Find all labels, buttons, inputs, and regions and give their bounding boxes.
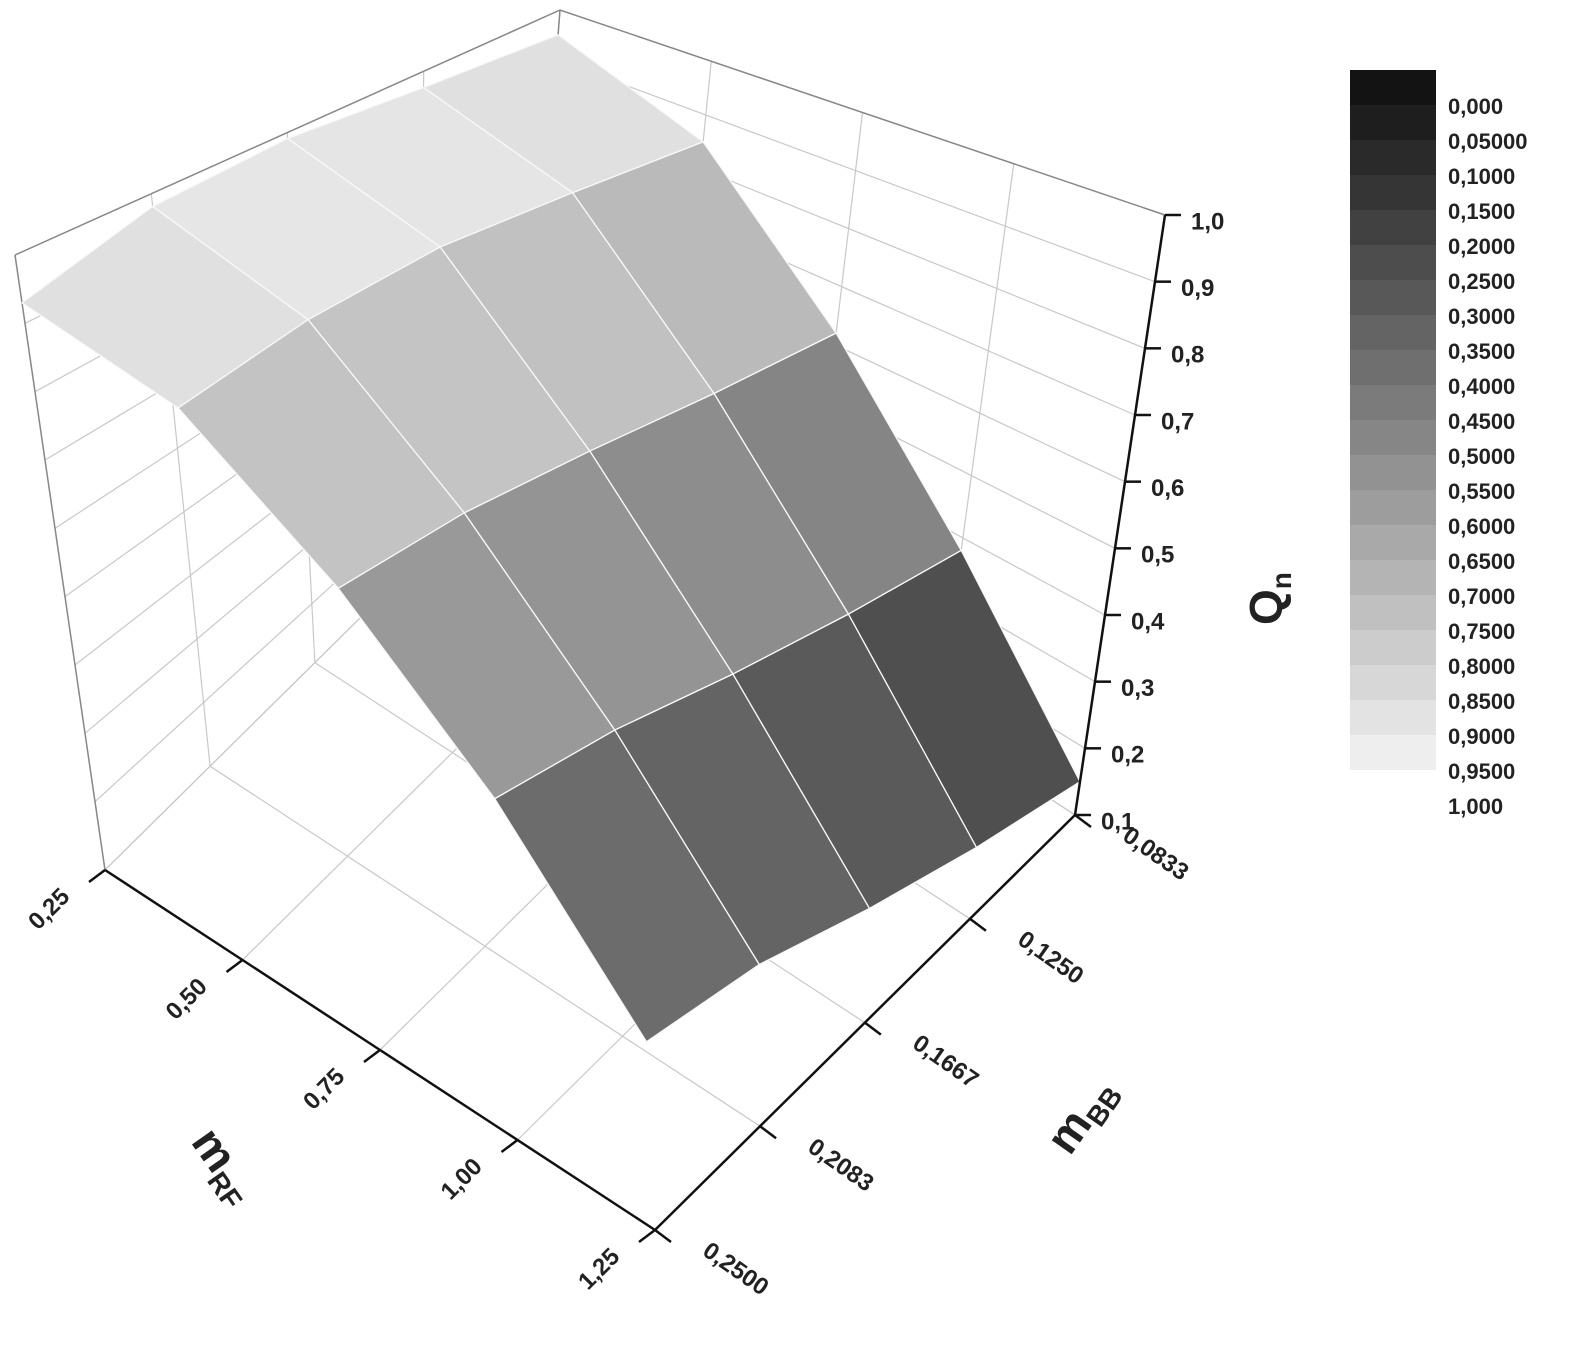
legend-label: 0,7500 bbox=[1448, 619, 1515, 644]
legend-band bbox=[1350, 665, 1436, 700]
legend-band bbox=[1350, 735, 1436, 770]
legend-band bbox=[1350, 560, 1436, 595]
z-tick-label: 1,0 bbox=[1191, 208, 1224, 235]
legend-band bbox=[1350, 595, 1436, 630]
legend-band bbox=[1350, 420, 1436, 455]
legend-label: 0,8000 bbox=[1448, 654, 1515, 679]
floor-grid-line bbox=[209, 765, 761, 1127]
y-tick-label: 0,1667 bbox=[908, 1030, 984, 1094]
x-axis-title: mRF bbox=[178, 1118, 270, 1215]
legend-label: 0,4000 bbox=[1448, 374, 1515, 399]
legend-label: 0,8500 bbox=[1448, 689, 1515, 714]
y-tick bbox=[969, 917, 987, 932]
y-tick-label: 0,2500 bbox=[698, 1237, 774, 1301]
legend-label: 0,3000 bbox=[1448, 304, 1515, 329]
legend-label: 0,9000 bbox=[1448, 724, 1515, 749]
legend-band bbox=[1350, 105, 1436, 140]
y-tick bbox=[759, 1125, 777, 1140]
legend-band bbox=[1350, 245, 1436, 280]
wall-edge bbox=[14, 254, 106, 871]
z-axis-title: Qn bbox=[1240, 572, 1297, 625]
legend-label: 0,1500 bbox=[1448, 199, 1515, 224]
z-tick-label: 0,1 bbox=[1101, 808, 1134, 835]
x-tick-label: 0,25 bbox=[23, 883, 75, 935]
z-axis-title-sub: n bbox=[1266, 572, 1297, 589]
legend-band bbox=[1350, 525, 1436, 560]
legend-band bbox=[1350, 490, 1436, 525]
legend-label: 0,05000 bbox=[1448, 129, 1528, 154]
legend-label: 0,6500 bbox=[1448, 549, 1515, 574]
legend-band bbox=[1350, 630, 1436, 665]
legend-band bbox=[1350, 385, 1436, 420]
legend-band bbox=[1350, 455, 1436, 490]
legend-label: 0,2000 bbox=[1448, 234, 1515, 259]
legend-label: 0,000 bbox=[1448, 94, 1503, 119]
x-tick-label: 1,00 bbox=[436, 1153, 488, 1205]
wall-edge bbox=[14, 9, 1166, 256]
legend-band bbox=[1350, 700, 1436, 735]
x-tick bbox=[638, 1229, 656, 1243]
y-axis-title: mBB bbox=[1036, 1066, 1130, 1165]
z-tick-label: 0,9 bbox=[1181, 275, 1214, 302]
x-tick bbox=[500, 1139, 519, 1153]
legend-band bbox=[1350, 280, 1436, 315]
legend-band bbox=[1350, 140, 1436, 175]
z-tick-label: 0,2 bbox=[1111, 742, 1144, 769]
z-axis bbox=[1073, 214, 1167, 816]
legend-label: 0,2500 bbox=[1448, 269, 1515, 294]
z-tick-label: 0,4 bbox=[1131, 608, 1165, 635]
legend-label: 0,9500 bbox=[1448, 759, 1515, 784]
legend-label: 0,7000 bbox=[1448, 584, 1515, 609]
legend-band bbox=[1350, 315, 1436, 350]
y-tick bbox=[1074, 814, 1092, 828]
y-tick bbox=[654, 1229, 672, 1243]
surface-patch bbox=[494, 729, 760, 1043]
x-tick bbox=[225, 959, 244, 973]
z-tick-label: 0,6 bbox=[1151, 475, 1184, 502]
z-tick-label: 0,3 bbox=[1121, 675, 1154, 702]
legend-band bbox=[1350, 350, 1436, 385]
y-tick-label: 0,2083 bbox=[803, 1133, 879, 1197]
x-tick-label: 0,50 bbox=[161, 973, 213, 1025]
legend-band bbox=[1350, 175, 1436, 210]
legend-band bbox=[1350, 70, 1436, 105]
legend-label: 0,4500 bbox=[1448, 409, 1515, 434]
legend-label: 0,3500 bbox=[1448, 339, 1515, 364]
legend-label: 1,000 bbox=[1448, 794, 1503, 819]
legend-label: 0,5500 bbox=[1448, 479, 1515, 504]
legend-label: 0,5000 bbox=[1448, 444, 1515, 469]
legend-label: 0,1000 bbox=[1448, 164, 1515, 189]
y-tick bbox=[864, 1021, 882, 1036]
y-tick-label: 0,1250 bbox=[1013, 926, 1089, 990]
z-tick-label: 0,7 bbox=[1161, 408, 1194, 435]
x-tick-label: 0,75 bbox=[298, 1063, 350, 1115]
z-tick-label: 0,5 bbox=[1141, 542, 1174, 569]
x-tick bbox=[88, 869, 106, 883]
legend-band bbox=[1350, 210, 1436, 245]
x-axis-title-main: m bbox=[182, 1118, 248, 1181]
x-tick-label: 1,25 bbox=[573, 1243, 625, 1295]
z-tick-label: 0,8 bbox=[1171, 342, 1204, 369]
legend-label: 0,6000 bbox=[1448, 514, 1515, 539]
z-axis-title-main: Q bbox=[1240, 589, 1292, 625]
x-tick bbox=[363, 1049, 381, 1063]
